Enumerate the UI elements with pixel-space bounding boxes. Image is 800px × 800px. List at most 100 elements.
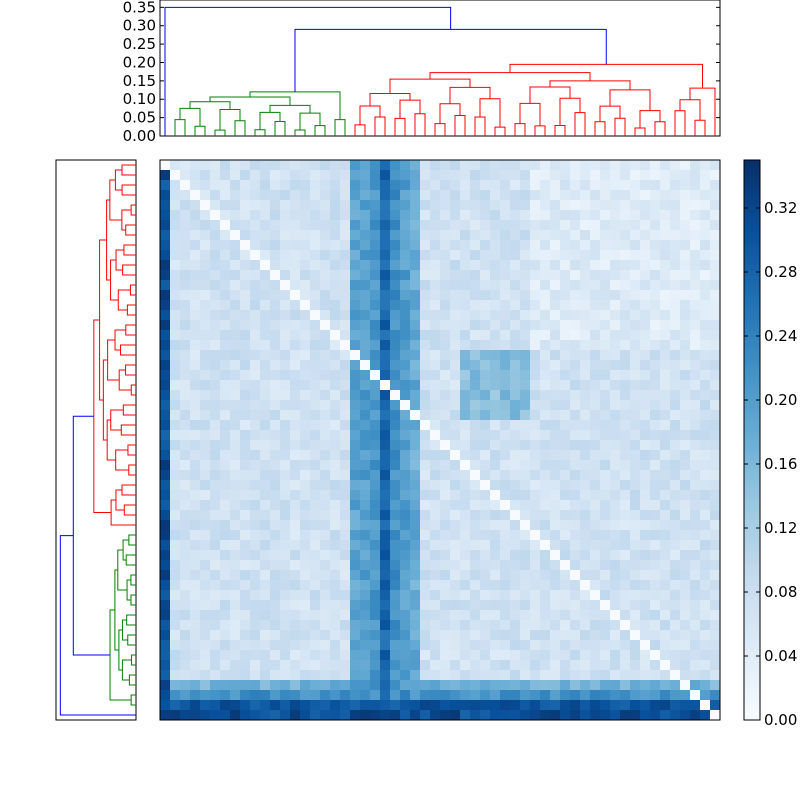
heatmap-cell: [710, 290, 721, 301]
heatmap-cell: [540, 190, 551, 201]
heatmap-cell: [620, 540, 631, 551]
heatmap-cell: [690, 640, 701, 651]
heatmap-cell: [520, 180, 531, 191]
heatmap-cell: [320, 330, 331, 341]
heatmap-cell: [440, 230, 451, 241]
heatmap-cell: [500, 670, 511, 681]
heatmap-cell: [330, 190, 341, 201]
heatmap-cell: [540, 210, 551, 221]
heatmap-cell: [510, 490, 521, 501]
heatmap-cell: [370, 560, 381, 571]
heatmap-cell: [480, 670, 491, 681]
heatmap-cell: [490, 190, 501, 201]
heatmap-cell: [170, 210, 181, 221]
heatmap-cell: [310, 610, 321, 621]
heatmap-cell: [480, 620, 491, 631]
heatmap-cell: [500, 460, 511, 471]
heatmap-cell: [410, 430, 421, 441]
heatmap-cell: [170, 510, 181, 521]
heatmap-cell: [330, 590, 341, 601]
heatmap-cell: [180, 260, 191, 271]
heatmap-cell: [520, 390, 531, 401]
heatmap-cell: [640, 510, 651, 521]
heatmap-cell: [650, 460, 661, 471]
heatmap-cell: [280, 500, 291, 511]
heatmap-cell: [380, 330, 391, 341]
heatmap-cell: [630, 690, 641, 701]
heatmap-cell: [410, 240, 421, 251]
heatmap-cell: [240, 630, 251, 641]
heatmap-cell: [400, 640, 411, 651]
heatmap-cell: [390, 390, 401, 401]
heatmap-cell: [650, 580, 661, 591]
heatmap-cell: [280, 290, 291, 301]
heatmap-cell: [390, 360, 401, 371]
colorbar-segment: [744, 540, 760, 545]
heatmap-cell: [480, 710, 491, 721]
heatmap-cell: [300, 360, 311, 371]
heatmap-cell: [390, 570, 401, 581]
heatmap-cell: [190, 390, 201, 401]
heatmap-cell: [510, 210, 521, 221]
heatmap-cell: [180, 610, 191, 621]
heatmap-cell: [520, 410, 531, 421]
heatmap-cell: [460, 420, 471, 431]
heatmap-cell: [710, 670, 721, 681]
heatmap-cell: [170, 410, 181, 421]
heatmap-cell: [690, 600, 701, 611]
heatmap-cell: [210, 500, 221, 511]
heatmap-cell: [380, 230, 391, 241]
heatmap-cell: [630, 270, 641, 281]
heatmap-cell: [330, 490, 341, 501]
heatmap-cell: [190, 230, 201, 241]
heatmap-cell: [190, 540, 201, 551]
colorbar-segment: [744, 524, 760, 529]
heatmap-cell: [630, 450, 641, 461]
heatmap-cell: [200, 170, 211, 181]
heatmap-cell: [240, 260, 251, 271]
heatmap-cell: [400, 630, 411, 641]
heatmap-cell: [440, 350, 451, 361]
heatmap-cell: [660, 300, 671, 311]
heatmap-cell: [330, 510, 341, 521]
heatmap-cell: [350, 670, 361, 681]
heatmap-cell: [560, 490, 571, 501]
heatmap-cell: [600, 380, 611, 391]
heatmap-cell: [480, 180, 491, 191]
heatmap-cell: [450, 460, 461, 471]
heatmap-cell: [230, 540, 241, 551]
heatmap-cell: [200, 480, 211, 491]
heatmap-cell: [380, 490, 391, 501]
heatmap-cell: [640, 240, 651, 251]
heatmap-cell: [650, 210, 661, 221]
heatmap-cell: [450, 530, 461, 541]
heatmap-cell: [430, 620, 441, 631]
heatmap-cell: [710, 250, 721, 261]
heatmap-cell: [360, 680, 371, 691]
heatmap-cell: [230, 400, 241, 411]
colorbar-segment: [744, 308, 760, 313]
heatmap-cell: [630, 440, 641, 451]
heatmap-cell: [180, 170, 191, 181]
heatmap-cell: [640, 290, 651, 301]
heatmap-cell: [250, 480, 261, 491]
heatmap-cell: [660, 640, 671, 651]
heatmap-cell: [570, 540, 581, 551]
heatmap-cell: [260, 520, 271, 531]
heatmap-cell: [680, 560, 691, 571]
heatmap-cell: [690, 190, 701, 201]
heatmap-cell: [680, 450, 691, 461]
heatmap-cell: [620, 460, 631, 471]
heatmap-cell: [400, 460, 411, 471]
heatmap-cell: [230, 410, 241, 421]
heatmap-cell: [670, 290, 681, 301]
heatmap-cell: [420, 440, 431, 451]
heatmap-cell: [690, 160, 701, 171]
heatmap-cell: [550, 570, 561, 581]
heatmap-cell: [510, 560, 521, 571]
heatmap-cell: [540, 330, 551, 341]
colorbar-segment: [744, 164, 760, 169]
heatmap-cell: [470, 600, 481, 611]
heatmap-cell: [510, 630, 521, 641]
heatmap-cell: [630, 230, 641, 241]
